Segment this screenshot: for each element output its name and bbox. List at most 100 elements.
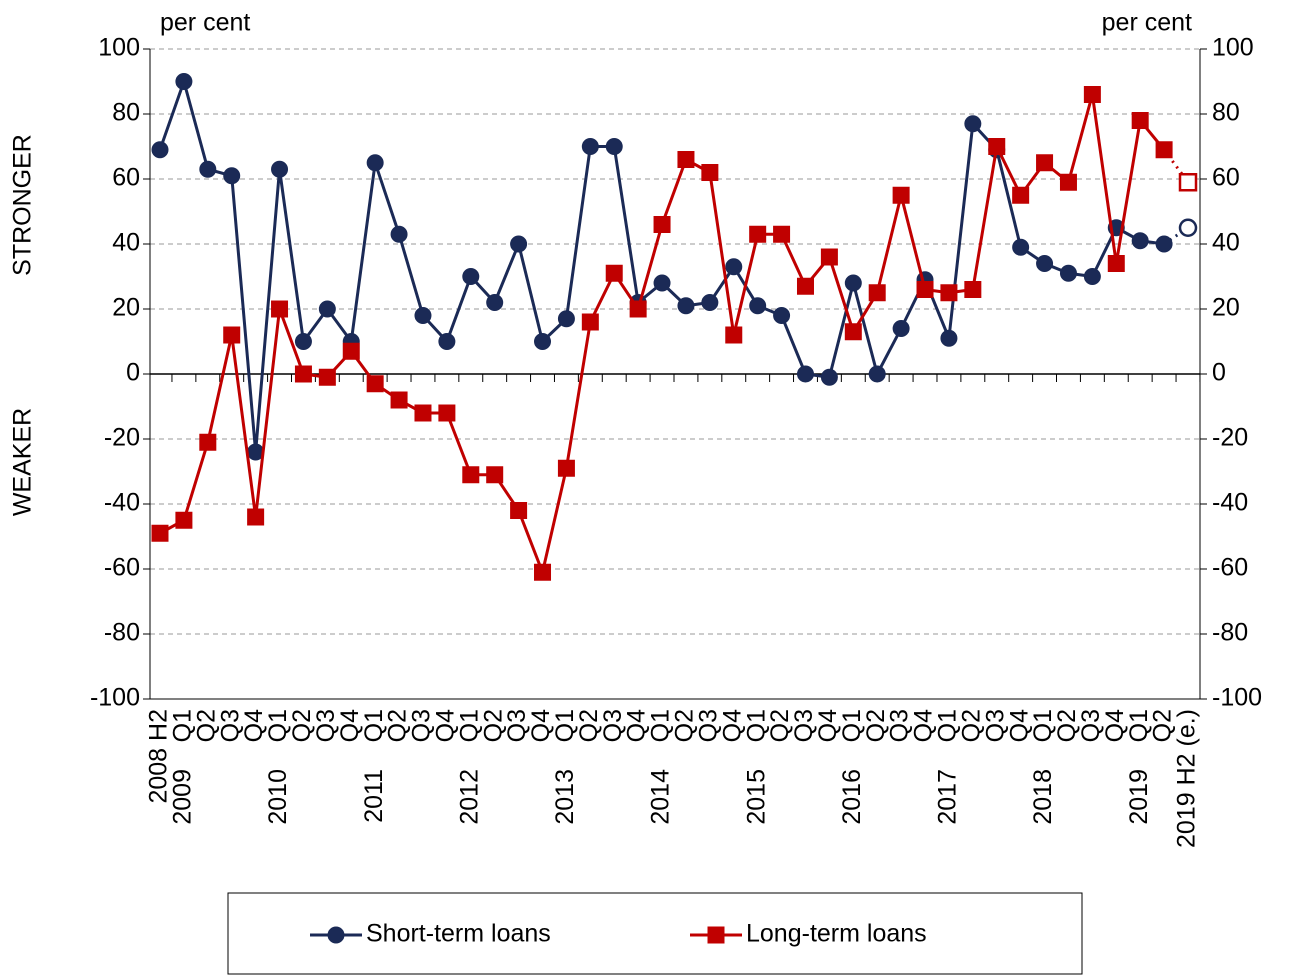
data-point: [199, 433, 217, 451]
legend-label: Short-term loans: [366, 920, 551, 948]
data-point: [318, 368, 336, 386]
x-tick-label: Q1: [934, 709, 962, 742]
y2-tick-label: 80: [1212, 99, 1240, 127]
data-point: [1059, 264, 1077, 282]
data-point: [534, 333, 552, 350]
y-tick-label: 0: [126, 359, 140, 387]
data-point: [773, 307, 791, 324]
data-point: [1107, 255, 1125, 272]
data-point: [1036, 255, 1054, 272]
data-point: [1155, 141, 1173, 159]
x-tick-label: Q3: [503, 709, 531, 742]
y-label-lower: WEAKER: [9, 408, 37, 516]
data-point: [438, 404, 456, 422]
data-point: [175, 511, 193, 529]
data-point: [701, 294, 719, 311]
data-point: [390, 391, 408, 409]
x-tick-label: Q3: [312, 709, 340, 742]
data-point: [581, 138, 599, 155]
data-point: [844, 274, 862, 292]
estimate-marker: [1178, 218, 1198, 237]
data-point: [390, 225, 408, 243]
x-tick-label: Q1: [1029, 709, 1057, 742]
y2-tick-label: 60: [1212, 164, 1240, 192]
x-tick-label: Q1: [455, 709, 483, 742]
x-tick-label: Q4: [336, 709, 364, 742]
x-tick-label: Q1: [1125, 709, 1153, 742]
x-tick-label: Q4: [1005, 709, 1033, 742]
data-point: [892, 320, 910, 337]
x-year-label: 2011: [360, 769, 388, 823]
y-unit-left: per cent: [160, 9, 250, 37]
x-tick-label: Q1: [551, 709, 579, 742]
x-tick-label: 2008 H2: [145, 709, 173, 804]
x-tick-label: 2019 H2 (e.): [1173, 709, 1201, 848]
legend-box: [227, 892, 1083, 975]
data-point: [605, 138, 623, 155]
x-tick-label: Q1: [264, 709, 292, 742]
y2-tick-label: 40: [1212, 229, 1240, 257]
data-point: [653, 216, 671, 233]
y-tick-label: 60: [112, 164, 140, 192]
data-point: [366, 154, 384, 172]
data-point: [247, 508, 265, 526]
data-point: [414, 404, 432, 422]
data-point: [175, 73, 193, 90]
data-point: [988, 138, 1006, 155]
y-tick-label: 20: [112, 294, 140, 322]
data-point: [677, 297, 695, 315]
x-tick-label: Q3: [216, 709, 244, 742]
data-point: [1012, 186, 1030, 204]
data-point: [557, 459, 575, 477]
y-unit-right: per cent: [1102, 9, 1192, 37]
y2-tick-label: 20: [1212, 294, 1240, 322]
data-point: [1131, 112, 1149, 129]
data-point: [438, 333, 456, 350]
data-point: [294, 365, 312, 383]
data-point: [223, 167, 241, 185]
x-tick-label: Q4: [910, 709, 938, 742]
x-tick-label: Q1: [647, 709, 675, 742]
data-point: [916, 281, 934, 298]
data-point: [271, 160, 289, 178]
y2-tick-label: -20: [1212, 424, 1248, 452]
y2-tick-label: 100: [1212, 34, 1254, 62]
series-line: [158, 76, 1165, 453]
x-tick-label: Q4: [718, 709, 746, 742]
y-tick-label: 80: [112, 99, 140, 127]
x-tick-label: Q3: [886, 709, 914, 742]
y2-tick-label: -80: [1212, 619, 1248, 647]
data-point: [510, 235, 528, 253]
data-point: [581, 313, 599, 331]
data-point: [1083, 268, 1101, 285]
legend-marker: [327, 926, 345, 944]
data-point: [796, 277, 814, 295]
data-point: [462, 268, 480, 285]
data-point: [342, 342, 360, 360]
x-tick-label: Q2: [575, 709, 603, 742]
x-tick-label: Q4: [814, 709, 842, 742]
x-tick-label: Q3: [408, 709, 436, 742]
x-year-label: 2018: [1029, 769, 1057, 825]
x-tick-label: Q2: [288, 709, 316, 742]
data-point: [1012, 238, 1030, 256]
data-point: [773, 225, 791, 243]
x-year-label: 2016: [838, 769, 866, 825]
x-tick-label: Q2: [766, 709, 794, 742]
x-tick-label: Q2: [192, 709, 220, 742]
estimate-marker: [1178, 173, 1198, 192]
data-point: [892, 186, 910, 204]
data-point: [534, 563, 552, 581]
data-point: [151, 141, 169, 159]
legend-marker: [707, 926, 725, 944]
data-point: [653, 274, 671, 292]
data-point: [366, 375, 384, 393]
data-point: [486, 466, 504, 484]
x-tick-label: Q3: [599, 709, 627, 742]
x-tick-label: Q2: [1149, 709, 1177, 742]
x-year-label: 2012: [455, 769, 483, 825]
data-point: [725, 258, 743, 276]
y-label-upper: STRONGER: [9, 134, 37, 276]
data-point: [486, 294, 504, 311]
